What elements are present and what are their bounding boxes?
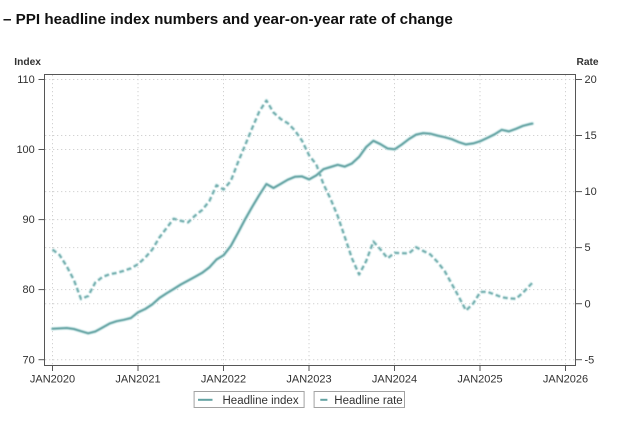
svg-text:JAN2022: JAN2022 (201, 374, 246, 386)
svg-text:JAN2020: JAN2020 (30, 374, 75, 386)
svg-text:Headline index: Headline index (223, 395, 299, 407)
svg-text:10: 10 (585, 186, 597, 198)
svg-text:Headline rate: Headline rate (334, 395, 402, 407)
svg-text:100: 100 (16, 144, 34, 156)
svg-text:90: 90 (23, 214, 35, 226)
svg-text:JAN2024: JAN2024 (372, 374, 417, 386)
svg-text:80: 80 (23, 284, 35, 296)
svg-text:JAN2026: JAN2026 (543, 374, 588, 386)
svg-text:JAN2023: JAN2023 (286, 374, 331, 386)
svg-text:20: 20 (585, 74, 597, 86)
svg-text:– PPI headline index numbers a: – PPI headline index numbers and year-on… (3, 11, 453, 28)
svg-text:JAN2025: JAN2025 (457, 374, 502, 386)
svg-text:0: 0 (585, 298, 591, 310)
svg-text:-5: -5 (585, 354, 595, 366)
svg-text:5: 5 (585, 242, 591, 254)
svg-text:70: 70 (23, 354, 35, 366)
svg-text:Index: Index (14, 57, 41, 68)
svg-text:Rate: Rate (577, 57, 599, 68)
svg-text:110: 110 (17, 74, 35, 86)
svg-text:JAN2021: JAN2021 (115, 374, 160, 386)
svg-text:15: 15 (585, 130, 597, 142)
